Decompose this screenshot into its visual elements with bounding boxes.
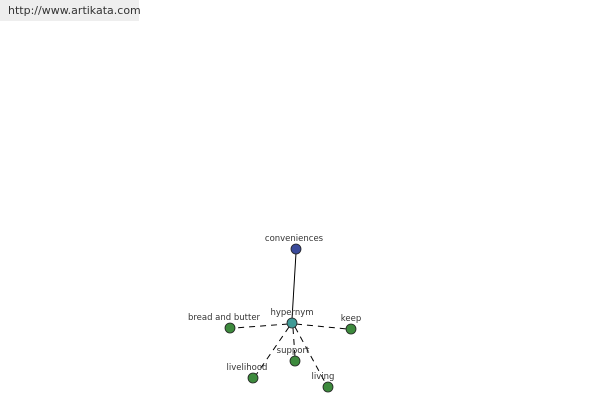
node-support[interactable] bbox=[289, 355, 301, 367]
label-livelihood[interactable]: livelihood bbox=[227, 363, 268, 373]
label-support[interactable]: support bbox=[277, 346, 310, 356]
edge-livelihood bbox=[255, 326, 290, 376]
label-hypernym: hypernym bbox=[270, 308, 313, 318]
edge-support bbox=[292, 327, 296, 358]
label-living[interactable]: living bbox=[312, 372, 335, 382]
node-bread-and-butter[interactable] bbox=[224, 322, 236, 334]
node-livelihood[interactable] bbox=[247, 372, 259, 384]
edge-keep bbox=[295, 323, 348, 330]
node-conveniences[interactable] bbox=[290, 243, 302, 255]
label-conveniences[interactable]: conveniences bbox=[265, 234, 324, 244]
node-keep[interactable] bbox=[345, 323, 357, 335]
node-hypernym[interactable] bbox=[286, 317, 298, 329]
site-url[interactable]: http://www.artikata.com bbox=[0, 0, 141, 21]
label-bread-and-butter[interactable]: bread and butter bbox=[188, 313, 261, 323]
edge-bread-and-butter bbox=[233, 323, 289, 329]
edge-root bbox=[291, 252, 297, 320]
node-living[interactable] bbox=[322, 381, 334, 393]
label-keep[interactable]: keep bbox=[341, 314, 361, 324]
